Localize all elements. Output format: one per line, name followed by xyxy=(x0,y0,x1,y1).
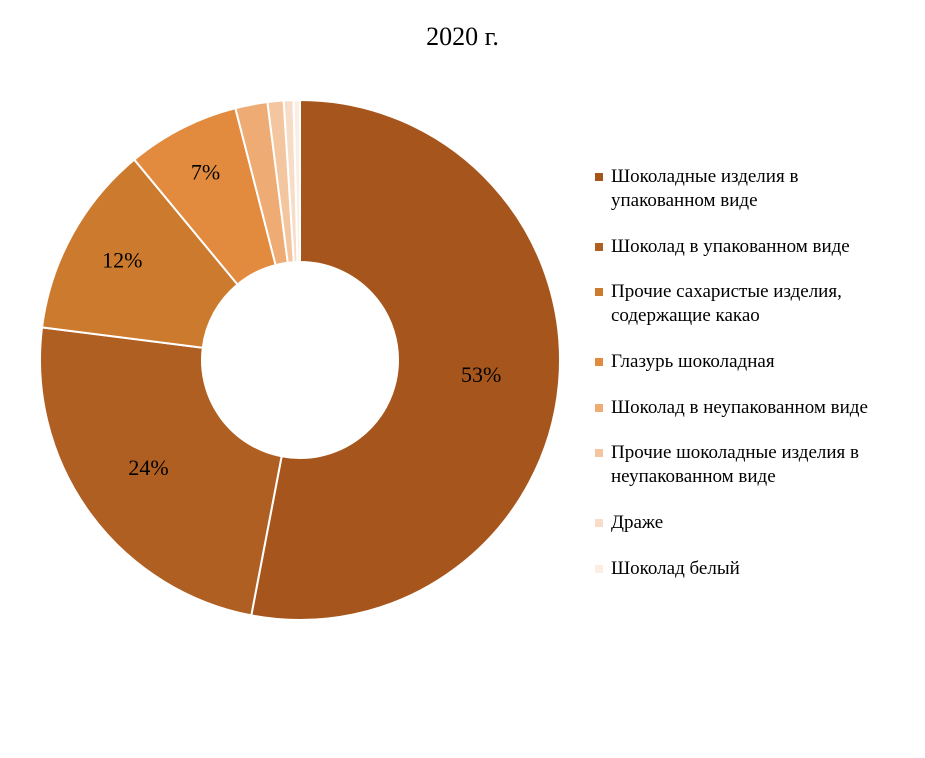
legend-marker xyxy=(595,449,603,457)
legend-item: Шоколад в неупакованном виде xyxy=(595,396,905,420)
slice-data-label: 24% xyxy=(128,455,168,480)
slice-data-label: 53% xyxy=(461,362,501,387)
legend-marker xyxy=(595,243,603,251)
legend-marker xyxy=(595,288,603,296)
legend-item: Шоколад в упакованном виде xyxy=(595,235,905,259)
legend-item: Прочие сахаристые изделия, содержащие ка… xyxy=(595,280,905,328)
legend-item: Шоколад белый xyxy=(595,557,905,581)
donut-svg: 53%24%12%7%2%1% xyxy=(30,90,570,630)
chart-legend: Шоколадные изделия в упакованном виде Шок… xyxy=(595,165,905,602)
donut-chart: 53%24%12%7%2%1% xyxy=(30,90,570,630)
legend-marker xyxy=(595,404,603,412)
slice-data-label: 12% xyxy=(102,247,142,272)
legend-label: Прочие шоколадные изделия в неупакованно… xyxy=(611,441,905,489)
legend-label: Драже xyxy=(611,511,905,535)
legend-label: Шоколад белый xyxy=(611,557,905,581)
legend-marker xyxy=(595,173,603,181)
legend-item: Глазурь шоколадная xyxy=(595,350,905,374)
chart-title: 2020 г. xyxy=(0,22,925,52)
legend-item: Шоколадные изделия в упакованном виде xyxy=(595,165,905,213)
legend-label: Шоколадные изделия в упакованном виде xyxy=(611,165,905,213)
legend-label: Глазурь шоколадная xyxy=(611,350,905,374)
legend-marker xyxy=(595,519,603,527)
legend-label: Шоколад в неупакованном виде xyxy=(611,396,905,420)
legend-marker xyxy=(595,565,603,573)
legend-marker xyxy=(595,358,603,366)
slice-data-label: 7% xyxy=(191,160,220,185)
legend-label: Шоколад в упакованном виде xyxy=(611,235,905,259)
legend-label: Прочие сахаристые изделия, содержащие ка… xyxy=(611,280,905,328)
legend-item: Драже xyxy=(595,511,905,535)
page: 2020 г. 53%24%12%7%2%1% Шоколадные издел… xyxy=(0,0,925,758)
legend-item: Прочие шоколадные изделия в неупакованно… xyxy=(595,441,905,489)
